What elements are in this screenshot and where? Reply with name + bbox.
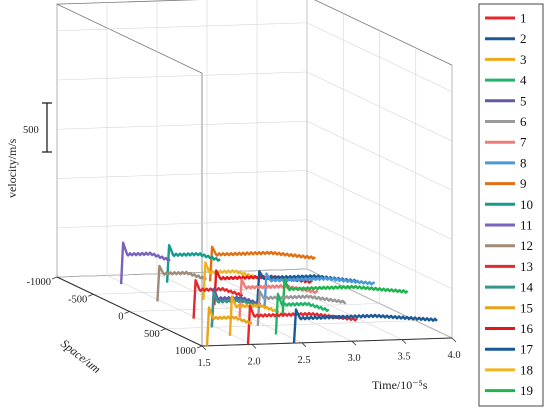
x-tick-label: 2.5 [297, 355, 310, 366]
scale-bar: 500 [23, 102, 52, 153]
series-6-line [256, 290, 347, 326]
grid-lines [56, 0, 453, 347]
y-tick-label: -1000 [27, 277, 52, 288]
x-tick-mark [401, 339, 407, 344]
series-group [119, 241, 438, 346]
series-1-line [246, 304, 358, 345]
series-11-line [119, 241, 171, 285]
y-tick-label: -500 [68, 294, 87, 305]
z-axis-label: velocity/m/s [5, 138, 19, 198]
legend-label-16: 16 [520, 321, 534, 336]
legend-label-3: 3 [520, 52, 527, 67]
legend-label-13: 13 [520, 259, 533, 274]
x-tick-label: 3.0 [347, 353, 360, 364]
legend-label-15: 15 [520, 300, 533, 315]
x-axis-label: Time/10⁻⁵s [372, 378, 428, 392]
legend-label-11: 11 [520, 218, 533, 233]
grid-line [129, 303, 380, 312]
x-tick-label: 4.0 [447, 350, 460, 361]
y-axis-label: Space/um [58, 336, 104, 376]
legend-label-6: 6 [520, 114, 527, 129]
scale-bar-label: 500 [23, 125, 39, 136]
series-13-line [192, 279, 244, 319]
legend-label-5: 5 [520, 93, 527, 108]
x-tick-mark [251, 344, 257, 349]
grid-line [56, 120, 453, 191]
series-2-line [292, 308, 438, 344]
legend-label-19: 19 [520, 383, 533, 398]
legend-label-14: 14 [520, 280, 534, 295]
y-tick-mark [124, 311, 130, 314]
grid-line [165, 320, 416, 330]
legend-label-12: 12 [520, 238, 533, 253]
series-10-line [165, 243, 221, 283]
legend-label-17: 17 [520, 342, 534, 357]
y-tick-label: 0 [118, 312, 123, 323]
y-tick-label: 500 [144, 329, 160, 340]
y-tick-mark [160, 328, 166, 332]
grid-line [56, 71, 453, 142]
x-axis-line [201, 337, 453, 347]
legend-label-18: 18 [520, 362, 533, 377]
axis-panels [56, 0, 453, 347]
series-9-line [208, 245, 316, 282]
series-5-line [210, 287, 262, 328]
legend-label-8: 8 [520, 155, 527, 170]
x-tick-mark [351, 340, 357, 346]
axis-panel [56, 0, 308, 278]
y-tick-mark [88, 293, 94, 297]
legend-label-2: 2 [520, 31, 527, 46]
series-12-line [156, 264, 208, 302]
legend-label-4: 4 [520, 73, 527, 88]
series-19-line [281, 278, 409, 316]
x-tick-mark [201, 345, 207, 351]
series-4-line [274, 292, 330, 335]
grid-line [56, 22, 453, 93]
x-tick-label: 3.5 [397, 352, 410, 363]
x-tick-label: 1.5 [197, 358, 210, 369]
series-8-line [263, 272, 376, 308]
x-tick-mark [451, 337, 457, 343]
y-tick-mark [196, 345, 203, 349]
y-tick-label: 1000 [175, 346, 196, 357]
series-14-line [210, 291, 262, 328]
x-tick-label: 2.0 [247, 356, 260, 367]
legend-label-1: 1 [520, 11, 527, 26]
legend-label-10: 10 [520, 197, 533, 212]
y-tick-mark [51, 276, 58, 280]
tick-labels: 1.5 2.0 2.5 3.0 3.5 4.0 -1000 -500 0 500 1000 [27, 276, 461, 369]
legend-label-9: 9 [520, 176, 527, 191]
x-tick-mark [301, 342, 307, 348]
grid-line [56, 219, 453, 290]
series-18-line [202, 261, 258, 300]
grid-line [56, 170, 453, 240]
series-3-line [228, 295, 280, 336]
legend-label-7: 7 [520, 135, 527, 150]
series-15-line [205, 306, 253, 346]
